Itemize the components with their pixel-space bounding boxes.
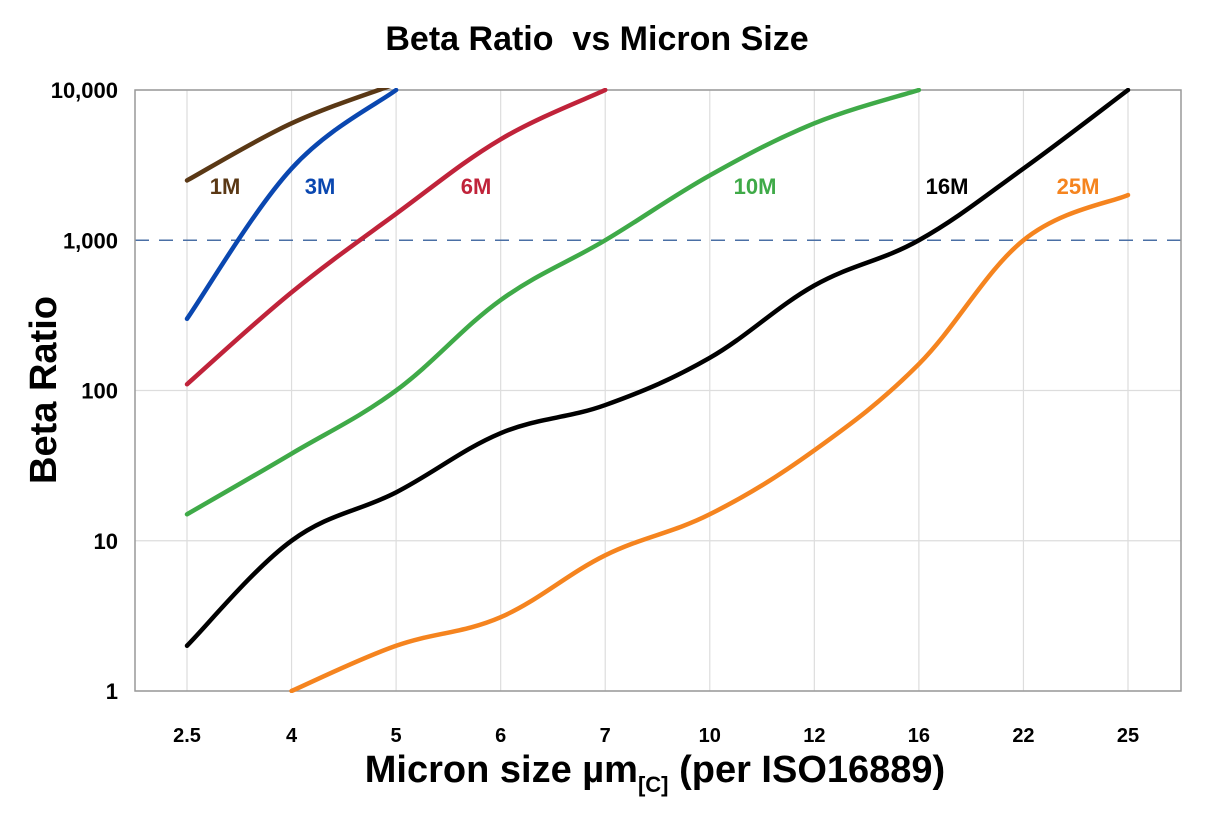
- x-tick-label: 12: [803, 725, 825, 747]
- x-tick-label: 10: [699, 725, 721, 747]
- x-tick-label: 4: [286, 725, 298, 747]
- x-tick-label: 5: [391, 725, 402, 747]
- series-line-16M: [184, 88, 1131, 649]
- y-axis-ticks: 1 10 100 1,000 10,000: [51, 78, 118, 704]
- chart-title: Beta Ratio vs Micron Size: [385, 20, 808, 58]
- grid: [135, 89, 1181, 692]
- plot-frame: [134, 89, 1182, 692]
- y-tick-label: 1: [106, 679, 118, 704]
- x-axis-ticks: 2.5 4 5 6 7 10 12 16 22 25: [173, 725, 1139, 747]
- y-tick-label: 10,000: [51, 78, 118, 103]
- y-tick-label: 100: [81, 379, 118, 404]
- y-tick-label: 10: [94, 529, 118, 554]
- series-label-25M: 25M: [1057, 174, 1100, 199]
- x-axis-label-main: Micron size µm: [365, 749, 638, 791]
- series-label-6M: 6M: [461, 174, 492, 199]
- x-tick-label: 22: [1012, 725, 1034, 747]
- series-line-10M: [184, 88, 922, 517]
- series-label-1M: 1M: [210, 174, 241, 199]
- series-line-1M: [184, 88, 392, 183]
- x-axis-label-suffix: (per ISO16889): [669, 749, 946, 791]
- series-line-3M: [184, 88, 399, 322]
- series-label-10M: 10M: [734, 174, 777, 199]
- x-tick-label: 2.5: [173, 725, 201, 747]
- x-axis-label: Micron size µm[C] (per ISO16889): [365, 749, 945, 797]
- x-tick-label: 25: [1117, 725, 1139, 747]
- series-label-16M: 16M: [926, 174, 969, 199]
- series-labels: 1M 3M 6M 10M 16M 25M: [210, 174, 1100, 199]
- series-line-25M: [289, 192, 1131, 693]
- x-tick-label: 16: [908, 725, 930, 747]
- series-lines: [184, 88, 1131, 693]
- series-line-6M: [184, 88, 608, 387]
- x-tick-label: 7: [600, 725, 611, 747]
- y-tick-label: 1,000: [63, 228, 118, 253]
- x-axis-label-subscript: [C]: [638, 772, 669, 797]
- y-axis-label: Beta Ratio: [23, 296, 65, 484]
- x-tick-label: 6: [495, 725, 506, 747]
- series-label-3M: 3M: [305, 174, 336, 199]
